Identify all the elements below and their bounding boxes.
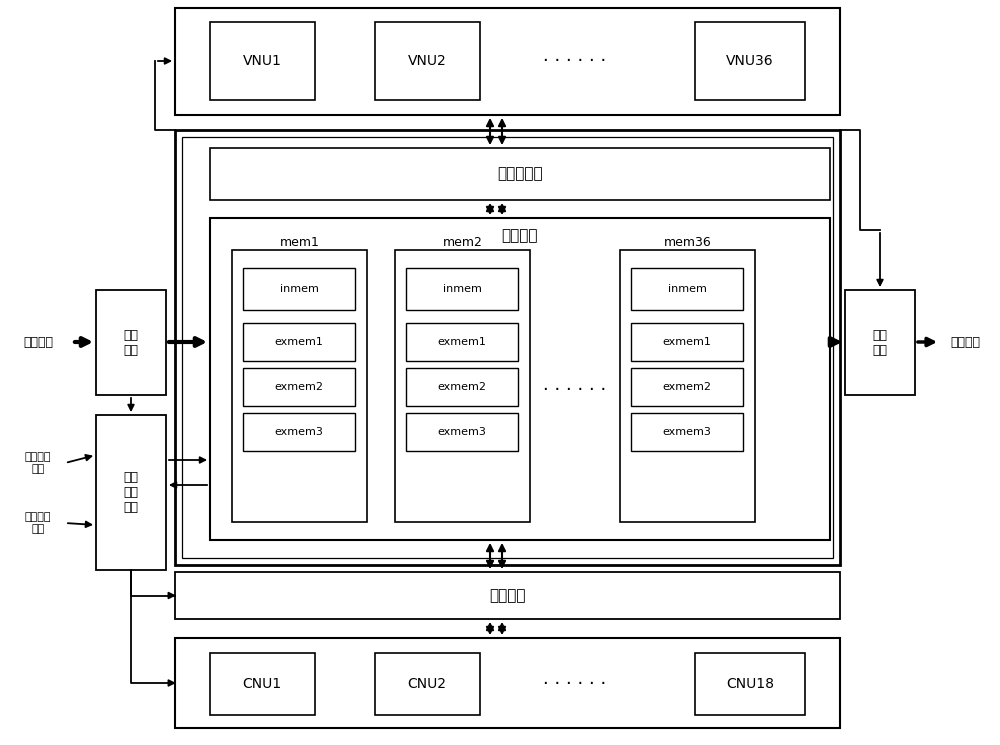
Text: inmem: inmem <box>668 284 706 294</box>
Bar <box>406 413 518 451</box>
Bar <box>631 413 743 451</box>
Bar <box>232 250 367 522</box>
Text: VNU36: VNU36 <box>726 54 774 68</box>
Text: exmem3: exmem3 <box>438 427 486 437</box>
Bar <box>631 268 743 310</box>
Text: 互联网络: 互联网络 <box>489 588 526 603</box>
Bar <box>406 368 518 406</box>
Bar <box>375 653 480 715</box>
Bar <box>243 368 355 406</box>
Bar <box>243 268 355 310</box>
Bar <box>96 415 166 570</box>
Bar <box>406 268 518 310</box>
Text: 存储单元: 存储单元 <box>502 229 538 244</box>
Bar <box>182 137 833 558</box>
Text: exmem3: exmem3 <box>663 427 711 437</box>
Text: VNU2: VNU2 <box>408 54 446 68</box>
Text: 码字开始
标志: 码字开始 标志 <box>25 452 51 474</box>
Text: 信道信息: 信道信息 <box>23 335 53 349</box>
Text: 码字结束
标志: 码字结束 标志 <box>25 513 51 534</box>
Bar <box>395 250 530 522</box>
Text: CNU1: CNU1 <box>242 677 282 691</box>
Text: exmem2: exmem2 <box>438 382 487 392</box>
Text: mem1: mem1 <box>280 235 319 249</box>
Bar <box>210 22 315 100</box>
Text: mem2: mem2 <box>443 235 482 249</box>
Text: 输出
缓存: 输出 缓存 <box>872 329 888 357</box>
Bar <box>96 290 166 395</box>
Bar <box>243 323 355 361</box>
Bar <box>175 572 840 619</box>
Bar <box>845 290 915 395</box>
Bar <box>695 22 805 100</box>
Bar <box>210 148 830 200</box>
Text: exmem2: exmem2 <box>275 382 324 392</box>
Bar <box>210 218 830 540</box>
Bar <box>175 638 840 728</box>
Text: 地址产生器: 地址产生器 <box>497 166 543 182</box>
Text: 输入
缓存: 输入 缓存 <box>124 329 139 357</box>
Bar <box>406 323 518 361</box>
Text: inmem: inmem <box>443 284 481 294</box>
Text: exmem1: exmem1 <box>663 337 711 347</box>
Text: · · · · · ·: · · · · · · <box>543 381 607 399</box>
Bar <box>175 130 840 565</box>
Text: mem36: mem36 <box>664 235 711 249</box>
Bar <box>210 653 315 715</box>
Text: exmem2: exmem2 <box>662 382 712 392</box>
Text: exmem3: exmem3 <box>275 427 323 437</box>
Text: · · · · · ·: · · · · · · <box>543 675 607 693</box>
Text: inmem: inmem <box>280 284 318 294</box>
Bar <box>175 8 840 115</box>
Bar <box>620 250 755 522</box>
Text: exmem1: exmem1 <box>438 337 486 347</box>
Text: 译码输出: 译码输出 <box>950 335 980 349</box>
Text: exmem1: exmem1 <box>275 337 323 347</box>
Text: 控制
逻辑
单元: 控制 逻辑 单元 <box>124 471 139 514</box>
Bar <box>631 323 743 361</box>
Text: VNU1: VNU1 <box>243 54 281 68</box>
Text: · · · · · ·: · · · · · · <box>543 52 607 70</box>
Bar <box>375 22 480 100</box>
Text: CNU18: CNU18 <box>726 677 774 691</box>
Text: CNU2: CNU2 <box>408 677 447 691</box>
Bar <box>243 413 355 451</box>
Bar <box>631 368 743 406</box>
Bar <box>695 653 805 715</box>
